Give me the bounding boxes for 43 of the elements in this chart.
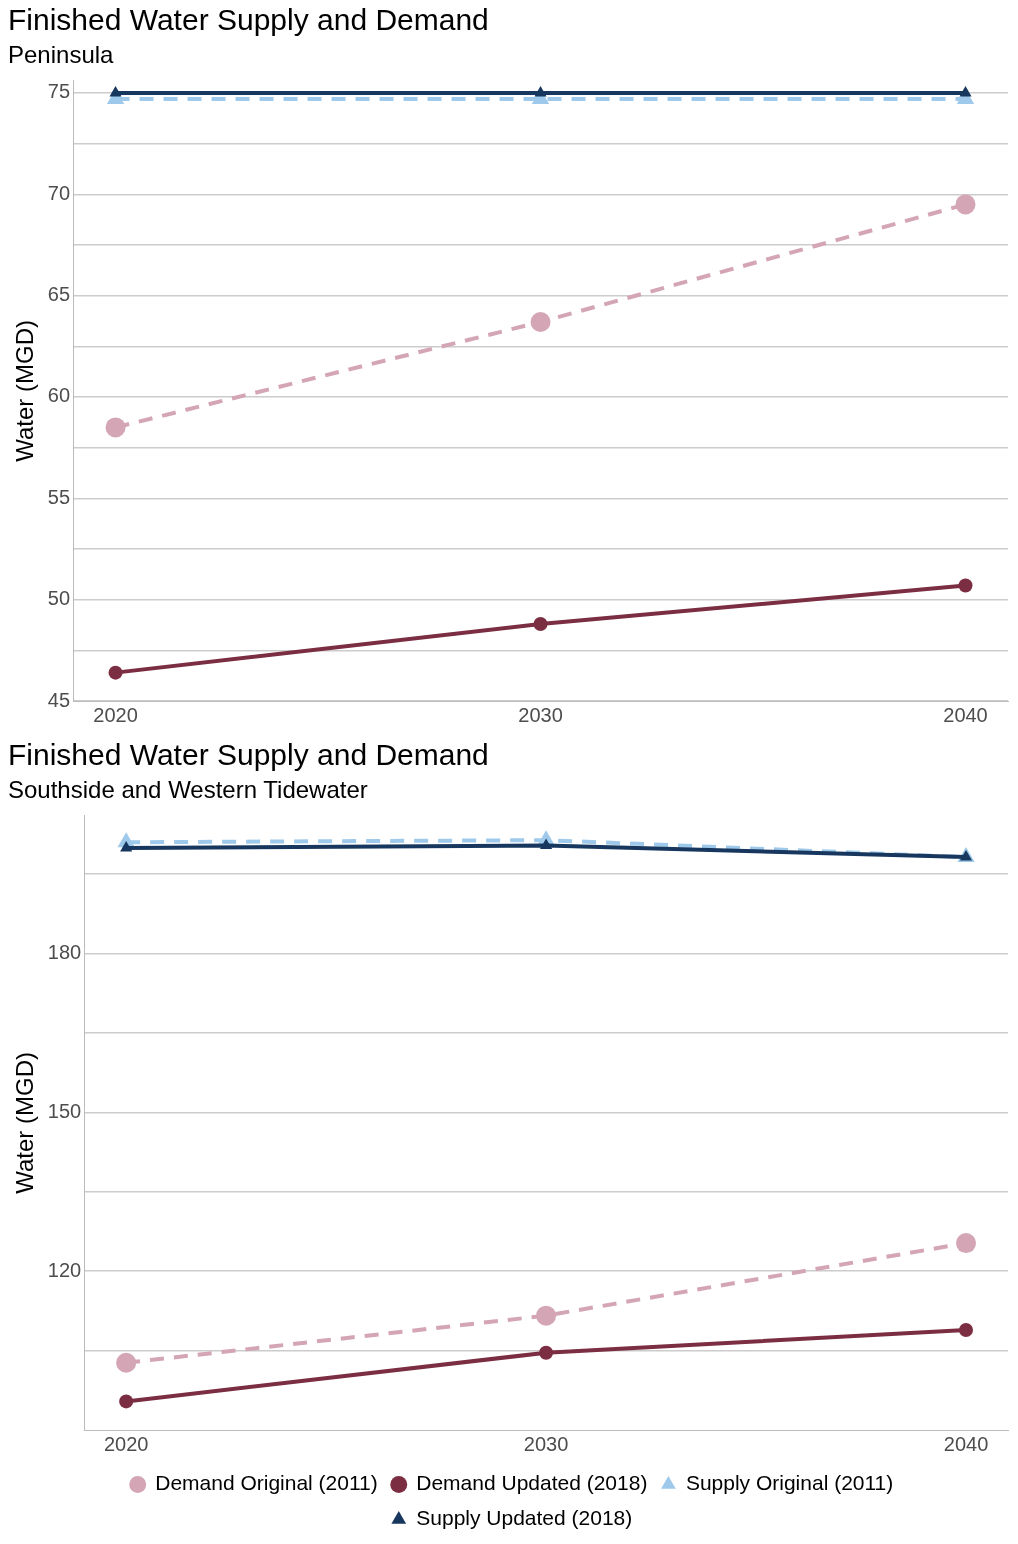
y-tick-label: 150 bbox=[47, 1099, 82, 1122]
point bbox=[959, 1322, 974, 1337]
point bbox=[120, 841, 133, 852]
point bbox=[116, 1352, 137, 1373]
y-tick-label: 65 bbox=[47, 283, 71, 306]
point bbox=[534, 85, 547, 97]
y-tick-label: 50 bbox=[47, 587, 71, 610]
point bbox=[105, 417, 126, 438]
y-axis-title: Water (MGD) bbox=[11, 320, 39, 462]
y-axis-title: Water (MGD) bbox=[11, 1052, 39, 1194]
y-tick-label: 60 bbox=[47, 384, 71, 407]
x-tick-label: 2030 bbox=[518, 703, 563, 726]
legend-label: Supply Original (2011) bbox=[685, 1471, 894, 1495]
y-tick-label: 75 bbox=[47, 80, 71, 103]
chart-subtitle: Southside and Western Tidewater bbox=[8, 776, 368, 804]
point bbox=[109, 85, 122, 97]
point bbox=[955, 194, 976, 215]
x-tick-label: 2020 bbox=[93, 703, 138, 726]
y-tick-label: 45 bbox=[47, 688, 71, 711]
legend-label: Supply Updated (2018) bbox=[416, 1506, 633, 1530]
x-tick-label: 2040 bbox=[943, 1432, 989, 1455]
point bbox=[533, 616, 548, 631]
x-tick-label: 2030 bbox=[523, 1432, 569, 1455]
point bbox=[958, 578, 973, 593]
y-tick-label: 55 bbox=[47, 485, 71, 508]
point bbox=[536, 1305, 557, 1326]
chart-subtitle: Peninsula bbox=[8, 41, 115, 69]
point bbox=[959, 85, 972, 97]
y-tick-label: 70 bbox=[47, 181, 71, 204]
legend-label: Demand Original (2011) bbox=[155, 1471, 378, 1495]
x-tick-label: 2020 bbox=[103, 1432, 149, 1455]
chart-title: Finished Water Supply and Demand bbox=[8, 3, 489, 37]
point bbox=[539, 1345, 554, 1360]
legend-label: Demand Updated (2018) bbox=[416, 1471, 648, 1495]
point bbox=[540, 838, 553, 849]
point bbox=[108, 665, 123, 680]
y-tick-label: 120 bbox=[47, 1258, 82, 1281]
point bbox=[530, 311, 551, 332]
y-tick-label: 180 bbox=[47, 940, 82, 963]
chart-title: Finished Water Supply and Demand bbox=[8, 738, 489, 772]
point bbox=[956, 1233, 977, 1254]
point bbox=[119, 1394, 134, 1409]
x-tick-label: 2040 bbox=[943, 703, 988, 726]
